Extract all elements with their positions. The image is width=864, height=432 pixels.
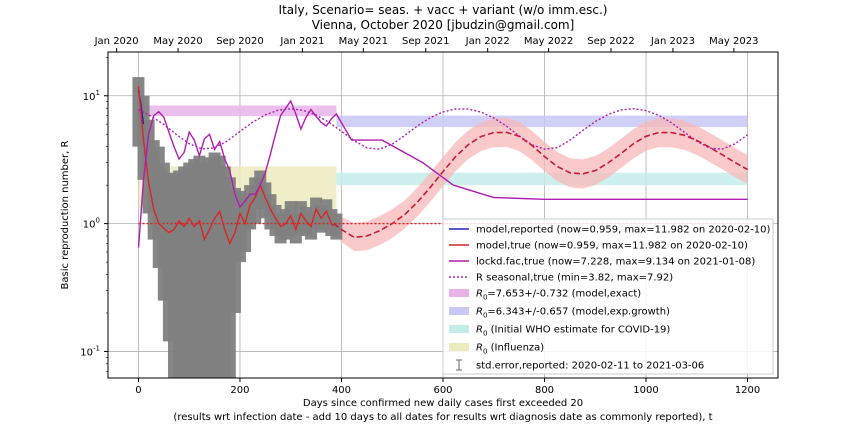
legend-swatch (449, 289, 469, 297)
x-tick-label: 200 (230, 385, 249, 396)
top-tick-label: Sep 2021 (402, 36, 449, 47)
y-tick-label: 101 (83, 89, 100, 103)
x-tick-label: 600 (433, 385, 452, 396)
x-tick-label: 0 (135, 385, 141, 396)
legend-label: R0 (Initial WHO estimate for COVID-19) (476, 325, 670, 338)
top-tick-label: Jan 2023 (650, 36, 695, 47)
y-tick-label: 100 (83, 217, 100, 231)
top-tick-label: May 2021 (339, 36, 388, 47)
x-axis-sublabel: (results wrt infection date - add 10 day… (173, 412, 712, 423)
y-axis-label: Basic reproduction number, R (60, 140, 71, 289)
x-axis-label: Days since confirmed new daily cases fir… (303, 398, 583, 409)
chart-title: Italy, Scenario= seas. + vacc + variant … (279, 3, 608, 17)
legend-swatch (449, 307, 469, 315)
series-line (137, 99, 748, 248)
y-axis-ticks: 10-1 100 101 (80, 56, 108, 372)
legend-label: std.error,reported: 2020-02-11 to 2021-0… (476, 361, 704, 372)
legend-label: R0=6.343+/-0.657 (model,exp.growth) (476, 307, 670, 320)
series-line (333, 131, 748, 239)
legend-label: model,true (now=0.959, max=11.982 on 202… (476, 241, 748, 252)
legend-label: R0=7.653+/-0.732 (model,exact) (476, 289, 641, 302)
legend-label: R0 (Influenza) (476, 343, 544, 356)
y-tick-label: 10-1 (80, 344, 100, 358)
legend-swatch (449, 325, 469, 333)
plot-area: 0 200 400 600 800 1000 1200 10-1 100 101 Jan 202… (80, 36, 779, 396)
x-tick-label: 1200 (735, 385, 760, 396)
legend-label: lockd.fac,true (now=7.228, max=9.134 on … (476, 257, 755, 268)
top-axis-ticks: Jan 2020 May 2020 Sep 2020 Jan 2021 May 2021… (94, 36, 758, 52)
top-tick-label: May 2023 (709, 36, 758, 47)
top-tick-label: Jan 2020 (94, 36, 139, 47)
chart-subtitle: Vienna, October 2020 [jbudzin@gmail.com] (312, 18, 575, 32)
model-uncertainty-band (333, 117, 748, 252)
reference-band (336, 115, 748, 128)
top-tick-label: Sep 2022 (587, 36, 634, 47)
series-line (137, 86, 335, 246)
top-tick-label: May 2022 (524, 36, 573, 47)
x-axis-ticks: 0 200 400 600 800 1000 1200 (135, 378, 760, 396)
legend-label: R seasonal,true (min=3.82, max=7.92) (476, 273, 673, 284)
reference-band (336, 172, 748, 186)
x-tick-label: 800 (535, 385, 554, 396)
top-tick-label: Sep 2020 (216, 36, 263, 47)
top-tick-label: May 2020 (153, 36, 202, 47)
top-tick-label: Jan 2021 (279, 36, 324, 47)
x-tick-label: 1000 (633, 385, 658, 396)
top-tick-label: Jan 2022 (465, 36, 510, 47)
series-line (138, 107, 748, 150)
reference-band (138, 105, 337, 117)
legend-label: model,reported (now=0.959, max=11.982 on… (476, 225, 771, 236)
legend-swatch (449, 343, 469, 351)
x-tick-label: 400 (332, 385, 351, 396)
legend: model,reported (now=0.959, max=11.982 on… (442, 218, 774, 375)
legend-box (442, 218, 774, 375)
